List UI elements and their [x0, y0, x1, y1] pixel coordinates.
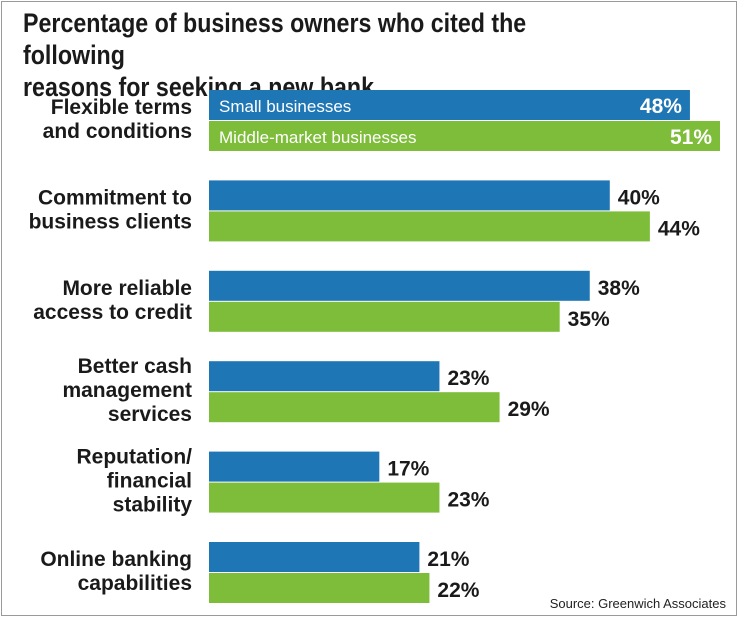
bar-middle-market — [209, 392, 500, 423]
data-label: 17% — [387, 458, 429, 481]
bar-middle-market — [209, 301, 560, 332]
chart-title-line-1: Percentage of business owners who cited … — [23, 8, 527, 70]
category-label: Better cash management services — [62, 355, 192, 426]
legend-label: Small businesses — [219, 97, 351, 116]
data-label: 51% — [670, 126, 712, 149]
data-label: 38% — [598, 277, 640, 300]
data-label: 35% — [568, 308, 610, 331]
category-label: Flexible terms and conditions — [43, 96, 192, 143]
bar-small — [209, 361, 440, 392]
legend-label: Middle-market businesses — [219, 128, 416, 147]
data-label: 23% — [447, 367, 489, 390]
bar-middle-market — [209, 211, 650, 242]
data-label: 48% — [640, 95, 682, 118]
data-label: 22% — [437, 579, 479, 602]
bar-small — [209, 270, 590, 301]
source-note: Source: Greenwich Associates — [549, 596, 726, 611]
bar-small — [209, 180, 610, 211]
bar-small — [209, 90, 690, 120]
data-label: 21% — [427, 548, 469, 571]
data-label: 44% — [658, 217, 700, 240]
data-label: 29% — [508, 398, 550, 421]
bar-small — [209, 542, 420, 572]
category-label: Reputation/financial stability — [77, 446, 193, 517]
bar-small — [209, 451, 380, 482]
data-label: 40% — [618, 186, 660, 209]
bar-middle-market — [209, 482, 440, 513]
bar-middle-market — [209, 573, 430, 603]
category-label: More reliable access to credit — [33, 277, 192, 324]
category-label: Online banking capabilities — [40, 548, 192, 595]
category-label: Commitment to business clients — [29, 186, 192, 233]
data-label: 23% — [447, 489, 489, 512]
bar-middle-market — [209, 121, 720, 151]
